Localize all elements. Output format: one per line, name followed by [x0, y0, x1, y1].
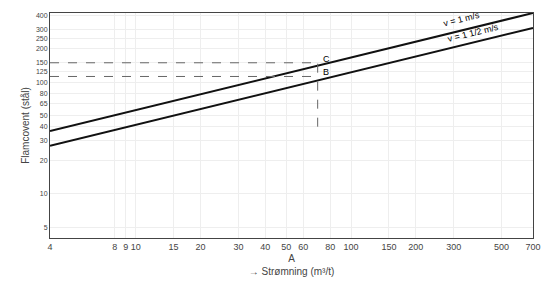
svg-text:40: 40 — [40, 123, 48, 130]
svg-text:150: 150 — [36, 59, 48, 66]
svg-text:700: 700 — [525, 242, 540, 252]
svg-text:4: 4 — [47, 242, 52, 252]
svg-text:5: 5 — [44, 224, 48, 231]
svg-text:9: 9 — [123, 242, 128, 252]
svg-text:65: 65 — [40, 100, 48, 107]
svg-text:A→ Strømning (m³/t): A→ Strømning (m³/t) — [249, 253, 335, 277]
svg-text:80: 80 — [325, 242, 335, 252]
svg-text:300: 300 — [446, 242, 461, 252]
svg-text:v = 1 1/2 m/s: v = 1 1/2 m/s — [447, 22, 500, 44]
svg-text:30: 30 — [40, 137, 48, 144]
svg-text:60: 60 — [298, 242, 308, 252]
svg-text:300: 300 — [36, 26, 48, 33]
svg-text:10: 10 — [131, 242, 141, 252]
svg-text:v = 1 m/s: v = 1 m/s — [442, 10, 481, 29]
svg-text:15: 15 — [169, 242, 179, 252]
svg-text:200: 200 — [408, 242, 423, 252]
svg-text:8: 8 — [112, 242, 117, 252]
svg-text:20: 20 — [40, 157, 48, 164]
svg-text:B: B — [323, 67, 329, 77]
svg-text:500: 500 — [494, 242, 509, 252]
svg-text:80: 80 — [40, 90, 48, 97]
svg-text:400: 400 — [36, 12, 48, 19]
svg-text:20: 20 — [196, 242, 206, 252]
svg-text:50: 50 — [281, 242, 291, 252]
svg-text:100: 100 — [36, 79, 48, 86]
svg-text:10: 10 — [40, 190, 48, 197]
svg-text:50: 50 — [40, 112, 48, 119]
svg-text:Flamcovent (stål): Flamcovent (stål) — [20, 87, 31, 164]
svg-text:150: 150 — [381, 242, 396, 252]
svg-text:C: C — [323, 54, 330, 64]
svg-text:125: 125 — [36, 68, 48, 75]
svg-text:250: 250 — [36, 35, 48, 42]
svg-text:200: 200 — [36, 45, 48, 52]
svg-text:30: 30 — [233, 242, 243, 252]
svg-text:100: 100 — [344, 242, 359, 252]
svg-text:40: 40 — [260, 242, 270, 252]
